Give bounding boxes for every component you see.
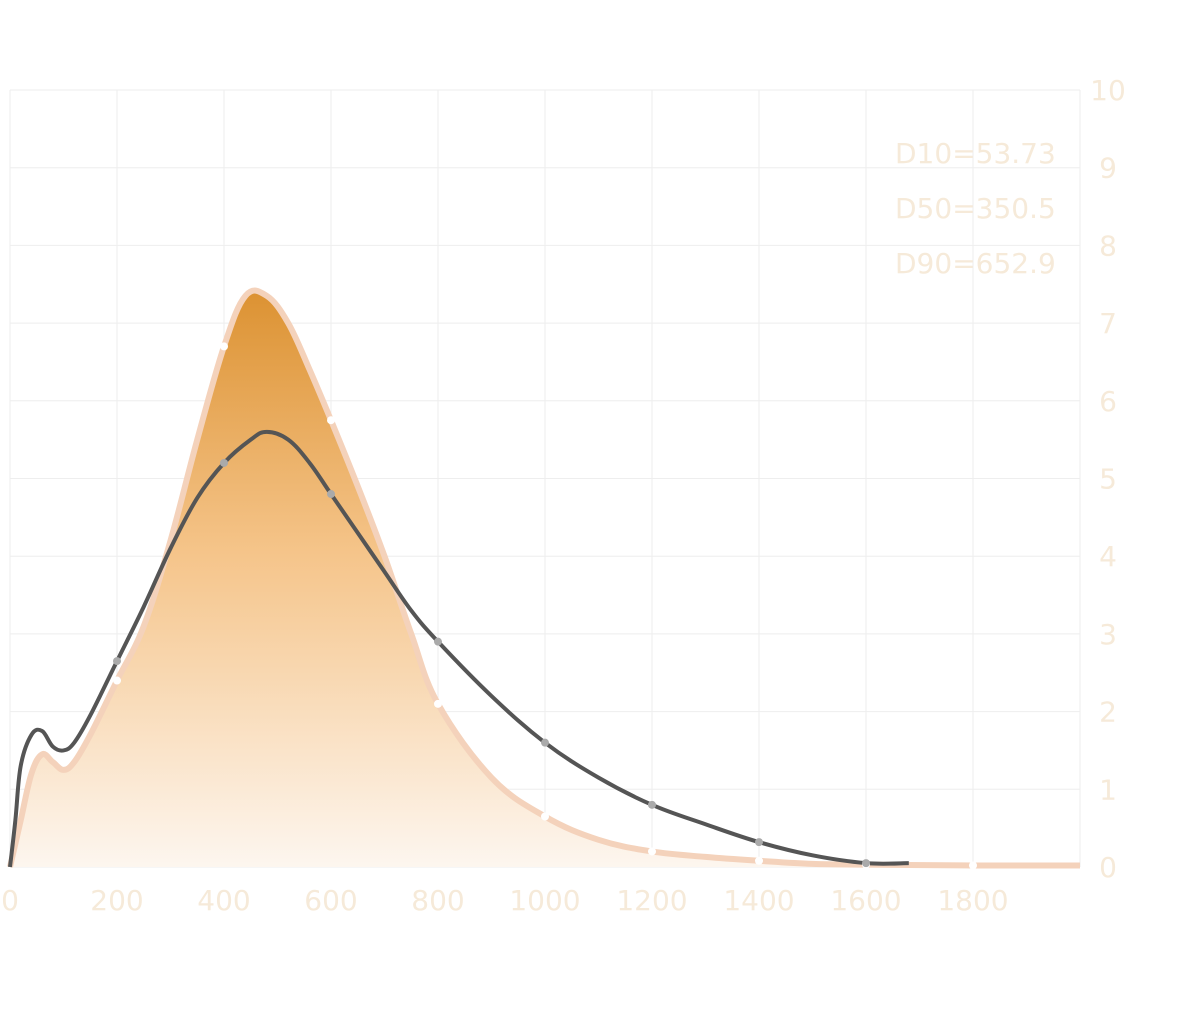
markers — [113, 342, 977, 870]
y-tick-label: 10 — [1090, 74, 1126, 107]
line-series — [8, 429, 909, 868]
x-tick-label: 1600 — [830, 884, 901, 917]
line-point — [434, 637, 442, 646]
area-point — [755, 856, 763, 865]
area-point — [434, 699, 442, 708]
line-point — [862, 859, 870, 868]
area-point — [220, 342, 228, 351]
area-outline — [7, 287, 1081, 869]
x-tick-label: 1400 — [723, 884, 794, 917]
y-tick-label: 8 — [1099, 229, 1117, 262]
x-tick-label: 200 — [90, 884, 143, 917]
y-tick-label: 5 — [1099, 463, 1117, 496]
y-tick-label: 7 — [1099, 307, 1117, 340]
y-tick-label: 2 — [1099, 696, 1117, 729]
stat-annotation: D50=350.5 — [895, 192, 1056, 225]
area-point — [113, 676, 121, 685]
y-tick-label: 3 — [1099, 618, 1117, 651]
line-point — [541, 738, 549, 747]
area-point — [648, 847, 656, 856]
area-point — [327, 416, 335, 425]
y-tick-label: 9 — [1099, 152, 1117, 185]
y-tick-label: 1 — [1099, 773, 1117, 806]
y-tick-label: 0 — [1099, 851, 1117, 884]
x-tick-label: 400 — [197, 884, 250, 917]
area-point — [541, 812, 549, 821]
y-axis-ticks: 0 1 2 3 4 5 6 7 8 9 10 — [1090, 74, 1126, 884]
line-path — [8, 429, 909, 868]
y-tick-label: 6 — [1099, 385, 1117, 418]
x-tick-label: 1000 — [509, 884, 580, 917]
x-tick-label: 600 — [304, 884, 357, 917]
x-tick-label: 1800 — [937, 884, 1008, 917]
y-tick-label: 4 — [1099, 540, 1117, 573]
x-tick-label: 1200 — [616, 884, 687, 917]
stat-annotation: D10=53.73 — [895, 137, 1056, 170]
x-axis-ticks: 0 200 400 600 800 1000 1200 1400 1600 1800 — [1, 884, 1009, 917]
line-point — [327, 490, 335, 499]
line-point — [113, 657, 121, 666]
line-point — [220, 458, 228, 467]
stats-annotations: D10=53.73 D50=350.5 D90=652.9 — [895, 137, 1056, 280]
x-tick-label: 800 — [411, 884, 464, 917]
x-tick-label: 0 — [1, 884, 19, 917]
area-point — [969, 861, 977, 870]
line-point — [648, 800, 656, 809]
line-point — [755, 838, 763, 847]
stat-annotation: D90=652.9 — [895, 247, 1056, 280]
